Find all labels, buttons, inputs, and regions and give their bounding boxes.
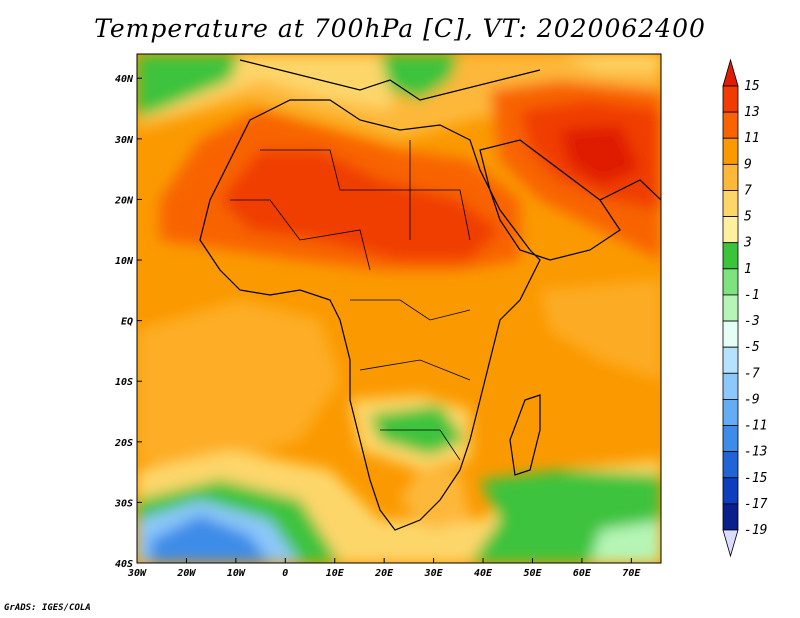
colorbar-label: 3: [743, 236, 752, 251]
colorbar-label: -13: [744, 445, 767, 460]
coastlines: [199, 59, 661, 531]
south-asia-coast: [599, 179, 661, 201]
field-highveld: [400, 470, 470, 530]
colorbar-label: -3: [744, 314, 760, 329]
colorbar-box: [722, 451, 739, 479]
field-indian-ocean: [540, 280, 661, 380]
colorbar-box: [722, 163, 739, 191]
colorbar-box: [722, 268, 739, 296]
africa-coast: [199, 99, 541, 531]
colorbar-bottom-triangle: [722, 529, 739, 558]
colorbar-label: 7: [744, 183, 752, 198]
temperature-field: [137, 54, 661, 563]
colorbar-label: 5: [744, 210, 752, 225]
colorbar-box: [722, 137, 739, 165]
x-tick-label: 20W: [176, 568, 196, 579]
field-sahara-core: [220, 150, 500, 260]
colorbar-box: [722, 111, 739, 139]
madagascar-coast: [509, 394, 541, 476]
colorbar-box: [722, 216, 739, 244]
field-mediterranean: [380, 54, 460, 100]
y-tick-label: 20N: [114, 195, 134, 206]
colorbar-label: 9: [744, 157, 752, 172]
colorbar-label: -15: [744, 471, 768, 486]
y-tick-label: 20S: [114, 438, 133, 449]
x-tick-label: 60E: [573, 568, 592, 579]
colorbar-label: -19: [744, 523, 767, 538]
colorbar-box: [722, 85, 739, 113]
colorbar: 15 13 11 9 7 5 3 1 -1 -3 -5 -7 -9 -11 -13 -15 -17 -19: [722, 58, 768, 558]
y-tick-label: 10N: [115, 256, 134, 267]
chart-title: Temperature at 700hPa [C], VT: 202006240…: [94, 14, 706, 43]
colorbar-label: -11: [744, 419, 767, 434]
colorbar-label: -9: [744, 392, 760, 407]
colorbar-box: [722, 425, 739, 453]
colorbar-box: [722, 190, 739, 217]
colorbar-box: [722, 399, 739, 426]
y-tick-label: EQ: [121, 317, 133, 328]
field-cold-core: [150, 515, 270, 563]
colorbar-label: -5: [744, 340, 760, 355]
x-tick-label: 10E: [326, 568, 345, 579]
colorbar-box: [722, 503, 739, 531]
y-tick-label: 30S: [114, 498, 133, 509]
colorbar-box: [722, 346, 739, 374]
colorbar-box: [722, 320, 739, 348]
field-atlantic-north: [137, 54, 240, 118]
colorbar-box: [722, 372, 739, 400]
field-north-east: [560, 54, 661, 70]
x-tick-label: 30E: [424, 568, 444, 579]
y-tick-label: 30N: [114, 135, 134, 146]
colorbar-box: [722, 294, 739, 322]
field-gulf-core: [560, 125, 640, 185]
field-south-east-cool: [590, 520, 661, 563]
colorbar-label: 11: [744, 131, 760, 146]
colorbar-label: 13: [744, 105, 760, 120]
colorbar-label: 15: [744, 79, 760, 94]
colorbar-label: -7: [744, 366, 760, 381]
plot-frame: [136, 53, 662, 564]
colorbar-label: 1: [744, 262, 752, 277]
colorbar-top-triangle: [722, 58, 739, 87]
arabia-coast: [479, 139, 621, 261]
x-tick-label: 70E: [622, 568, 641, 579]
x-tick-label: 50E: [523, 568, 542, 579]
x-tick-label: 10W: [227, 568, 246, 579]
y-tick-label: 10S: [115, 377, 133, 388]
credit-text: GrADS: IGES/COLA: [4, 603, 91, 613]
field-south-atlantic: [137, 300, 340, 470]
x-tick-label: 30W: [127, 568, 147, 579]
x-tick-label: 0: [282, 568, 288, 579]
colorbar-box: [722, 242, 739, 270]
x-tick-label: 40E: [474, 568, 493, 579]
colorbar-label: -1: [744, 288, 760, 303]
x-tick-label: 20E: [374, 568, 394, 579]
colorbar-label: -17: [744, 497, 768, 512]
y-tick-label: 40N: [115, 74, 134, 85]
y-axis: 40N 30N 20N 10N EQ 10S 20S 30S 40S: [114, 74, 142, 570]
y-tick-label: 40S: [115, 559, 133, 570]
x-axis: 30W 20W 10W 0 10E 20E 30E 40E 50E 60E 70E: [127, 558, 641, 579]
colorbar-box: [722, 477, 739, 505]
europe-coast: [239, 59, 541, 101]
